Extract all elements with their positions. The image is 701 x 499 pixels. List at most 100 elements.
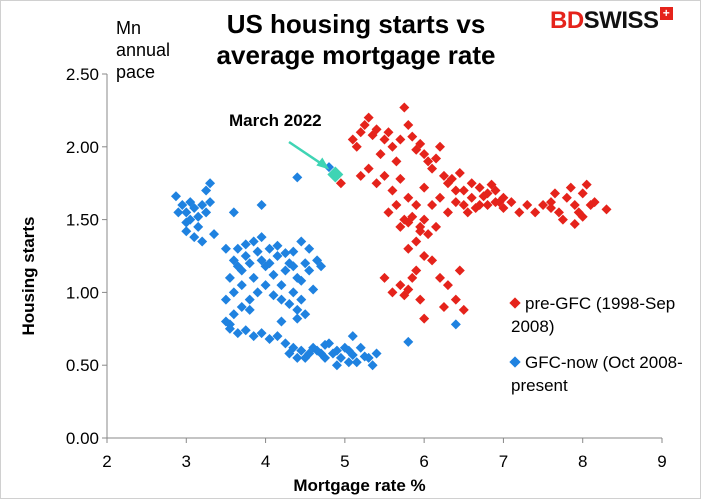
- pre-gfc-point: [466, 178, 477, 189]
- pre-gfc-point: [427, 255, 438, 266]
- y-tick-label: 0.50: [66, 356, 99, 375]
- pre-gfc-point: [466, 192, 477, 203]
- gfc-now-point: [256, 328, 267, 339]
- pre-gfc-point: [454, 265, 465, 276]
- pre-gfc-point: [383, 207, 394, 218]
- gfc-now-point: [220, 294, 231, 305]
- pre-gfc-point: [351, 141, 362, 152]
- gfc-now-point: [276, 280, 287, 291]
- legend-label-gfc-now: GFC-now (Oct 2008-present: [511, 353, 683, 395]
- y-tick-label: 2.00: [66, 138, 99, 157]
- pre-gfc-point: [423, 156, 434, 167]
- pre-gfc-point: [482, 200, 493, 211]
- gfc-now-point: [347, 331, 358, 342]
- brand-plus-icon: +: [659, 7, 673, 20]
- pre-gfc-point: [589, 197, 600, 208]
- pre-gfc-point: [403, 192, 414, 203]
- pre-gfc-point: [379, 272, 390, 283]
- pre-gfc-point: [399, 290, 410, 301]
- pre-gfc-point: [391, 200, 402, 211]
- pre-gfc-point: [395, 173, 406, 184]
- gfc-now-point: [228, 287, 239, 298]
- pre-gfc-point: [395, 134, 406, 145]
- pre-gfc-point: [577, 188, 588, 199]
- pre-gfc-point: [403, 217, 414, 228]
- gfc-now-point: [181, 217, 192, 228]
- pre-gfc-point: [419, 149, 430, 160]
- y-tick-label: 1.00: [66, 283, 99, 302]
- pre-gfc-point: [435, 192, 445, 203]
- gfc-now-point: [304, 265, 315, 276]
- gfc-now-point: [288, 261, 299, 272]
- pre-gfc-point: [371, 124, 382, 135]
- pre-gfc-point: [379, 134, 390, 145]
- pre-gfc-point: [478, 191, 489, 202]
- pre-gfc-point: [561, 192, 572, 203]
- annotation-label: March 2022: [229, 111, 322, 130]
- gfc-now-point: [228, 207, 239, 218]
- pre-gfc-point: [395, 221, 406, 232]
- gfc-now-point: [236, 265, 247, 276]
- pre-gfc-point: [557, 214, 568, 225]
- x-tick-label: 4: [261, 452, 270, 471]
- gfc-now-point: [371, 348, 382, 359]
- gfc-now-point: [280, 248, 291, 259]
- pre-gfc-point: [415, 138, 426, 149]
- pre-gfc-point: [355, 127, 366, 138]
- gfc-now-point: [244, 294, 255, 305]
- pre-gfc-point: [458, 185, 469, 196]
- gfc-now-point: [264, 333, 275, 344]
- gfc-now-point: [296, 236, 307, 247]
- gfc-now-point: [205, 178, 216, 189]
- legend-diamond-icon: [509, 355, 521, 368]
- gfc-now-point: [177, 200, 188, 211]
- gfc-now-point: [450, 319, 461, 330]
- pre-gfc-point: [423, 229, 434, 240]
- pre-gfc-point: [403, 119, 414, 130]
- gfc-now-point: [300, 258, 311, 269]
- y-unit-label: Mn annual pace: [116, 18, 171, 82]
- gfc-now-point: [252, 246, 263, 257]
- y-tick-label: 2.50: [66, 65, 99, 84]
- gfc-now-point: [248, 236, 259, 247]
- gfc-now-point: [236, 301, 247, 312]
- pre-gfc-point: [379, 170, 390, 181]
- pre-gfc-point: [450, 185, 461, 196]
- pre-gfc-point: [454, 168, 465, 179]
- pre-gfc-point: [335, 178, 346, 189]
- gfc-now-point: [355, 342, 366, 353]
- x-tick-label: 2: [102, 452, 111, 471]
- gfc-now-point: [236, 280, 247, 291]
- gfc-now-point: [173, 207, 184, 218]
- pre-gfc-point: [363, 163, 374, 174]
- gfc-now-point: [296, 275, 307, 286]
- gfc-now-point: [284, 348, 295, 359]
- pre-gfc-point: [411, 265, 422, 276]
- pre-gfc-point: [419, 182, 430, 193]
- gfc-now-point: [292, 304, 303, 315]
- gfc-now-point: [343, 357, 354, 368]
- pre-gfc-point: [522, 200, 533, 211]
- brand-suffix: SWISS: [583, 7, 659, 34]
- gfc-now-point: [209, 229, 220, 240]
- pre-gfc-point: [387, 185, 398, 196]
- gfc-now-point: [363, 352, 374, 363]
- pre-gfc-point: [530, 207, 541, 218]
- gfc-now-point: [240, 251, 251, 261]
- pre-gfc-point: [581, 179, 592, 190]
- gfc-now-point: [268, 290, 279, 301]
- gfc-now-point: [280, 265, 291, 276]
- gfc-now-point: [170, 191, 181, 202]
- gfc-now-point: [205, 197, 216, 208]
- annotation-point: [327, 166, 344, 183]
- gfc-now-point: [240, 325, 251, 336]
- pre-gfc-point: [435, 141, 445, 152]
- gfc-now-point: [224, 272, 235, 283]
- x-tick-label: 3: [182, 452, 191, 471]
- legend-item-gfc-now: GFC-now (Oct 2008-present: [509, 351, 691, 397]
- gfc-now-point: [240, 239, 251, 250]
- gfc-now-point: [304, 243, 315, 254]
- gfc-now-point: [331, 345, 342, 356]
- pre-gfc-point: [549, 188, 560, 199]
- gfc-now-point: [232, 243, 243, 254]
